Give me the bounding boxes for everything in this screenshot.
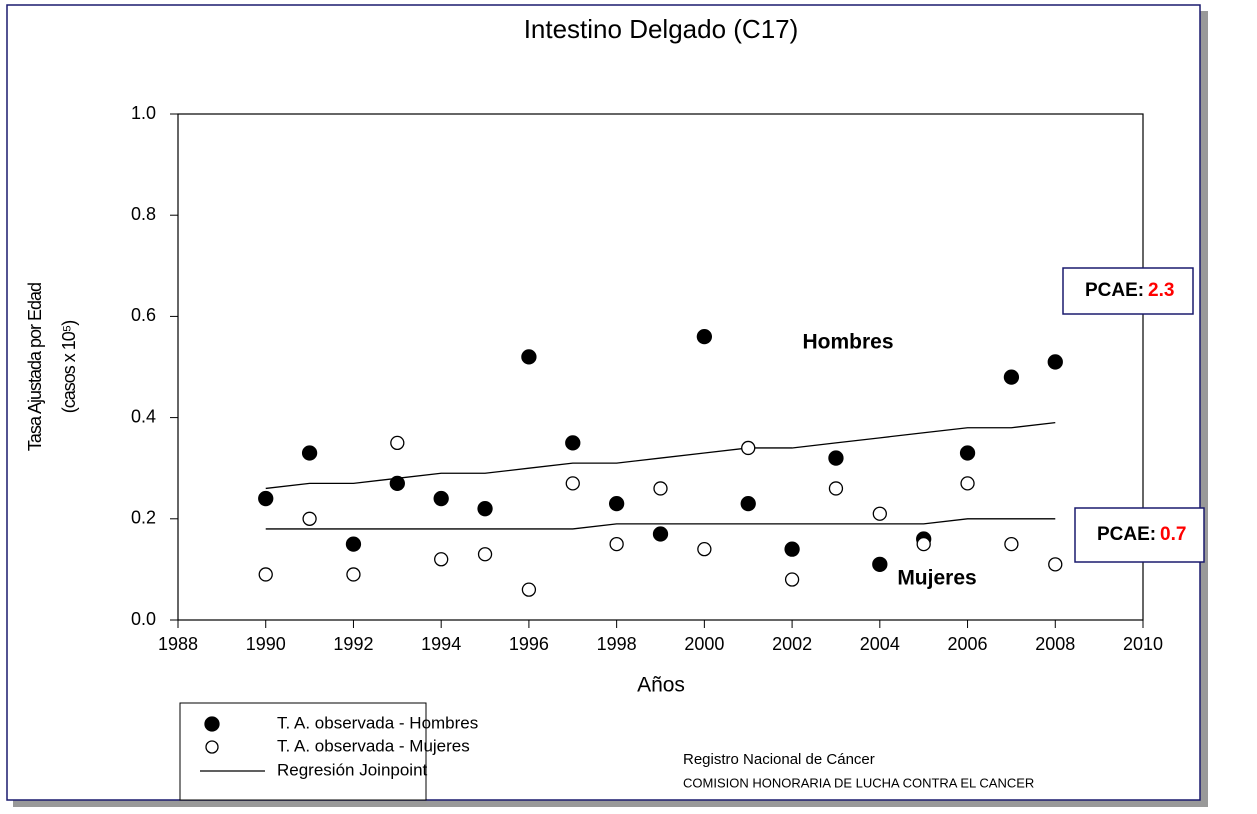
point: [345, 536, 362, 552]
point: [609, 536, 624, 552]
point: [741, 440, 756, 456]
x-tick-label: 1994: [421, 634, 461, 654]
legend: [179, 702, 427, 801]
legend-label: T. A. observada - Mujeres: [277, 736, 470, 755]
footer: COMISION HONORARIA DE LUCHA CONTRA EL CA…: [683, 775, 1034, 790]
pcae-box: [1074, 507, 1205, 563]
pcae-value: 0.7: [1160, 524, 1186, 545]
point: [390, 435, 405, 451]
frame: [6, 4, 1201, 801]
point: [1003, 369, 1020, 385]
footer: Registro Nacional de Cáncer: [683, 751, 875, 768]
point: [477, 547, 493, 562]
point: [696, 328, 713, 345]
point: [1047, 354, 1063, 370]
y-tick-label: 0.6: [131, 305, 156, 325]
annotation: Mujeres: [897, 567, 976, 590]
chart-title: Intestino Delgado (C17): [524, 14, 799, 44]
point: [346, 567, 361, 582]
x-tick-label: 2004: [860, 634, 900, 654]
x-tick-label: 2006: [948, 634, 988, 654]
y-tick-label: 0.2: [131, 508, 156, 528]
y-tick-label: 0.4: [131, 406, 156, 426]
y-axis-title: Tasa Ajustada por Edad: [25, 283, 45, 451]
point: [653, 481, 668, 496]
point: [828, 481, 844, 496]
point: [784, 572, 800, 587]
point: [872, 506, 887, 521]
legend-label: T. A. observada - Hombres: [277, 713, 478, 732]
plot-area: [177, 113, 1144, 621]
legend-marker: [204, 716, 220, 732]
pcae-value: 2.3: [1148, 280, 1174, 301]
point: [477, 501, 493, 517]
point: [565, 476, 580, 491]
point: [1004, 536, 1019, 552]
point: [959, 445, 976, 461]
point: [521, 582, 537, 597]
point: [389, 475, 405, 492]
pcae-label: PCAE:: [1097, 524, 1156, 545]
point: [828, 450, 844, 466]
point: [258, 567, 273, 582]
point: [652, 526, 669, 542]
x-tick-label: 1990: [246, 634, 286, 654]
point: [565, 435, 581, 451]
x-tick-label: 1992: [333, 634, 373, 654]
x-axis-title: Años: [637, 674, 685, 697]
x-tick-label: 2008: [1035, 634, 1075, 654]
point: [302, 511, 317, 526]
x-tick-label: 2000: [684, 634, 724, 654]
x-tick-label: 1996: [509, 634, 549, 654]
point: [740, 495, 756, 512]
legend-marker: [205, 740, 219, 754]
point: [434, 552, 449, 567]
point: [433, 490, 449, 507]
legend-label: Regresión Joinpoint: [277, 760, 428, 779]
x-tick-label: 2002: [772, 634, 812, 654]
x-tick-label: 2010: [1123, 634, 1163, 654]
point: [916, 536, 931, 552]
point: [258, 490, 274, 507]
regression-line: [265, 518, 1056, 530]
x-tick-label: 1988: [158, 634, 198, 654]
pcae-label: PCAE:: [1085, 280, 1144, 301]
point: [608, 495, 625, 512]
x-tick-label: 1998: [597, 634, 637, 654]
point: [697, 542, 712, 557]
point: [301, 445, 318, 461]
point: [521, 349, 537, 365]
point: [1048, 557, 1063, 572]
pcae-box: [1062, 267, 1194, 315]
y-axis-title: (casos x 10⁵): [59, 321, 79, 414]
y-tick-label: 0.8: [131, 204, 156, 224]
y-tick-label: 1.0: [131, 103, 156, 123]
point: [960, 476, 975, 491]
annotation: Hombres: [802, 331, 893, 354]
point: [872, 556, 888, 572]
point: [784, 541, 800, 557]
y-tick-label: 0.0: [131, 609, 156, 629]
